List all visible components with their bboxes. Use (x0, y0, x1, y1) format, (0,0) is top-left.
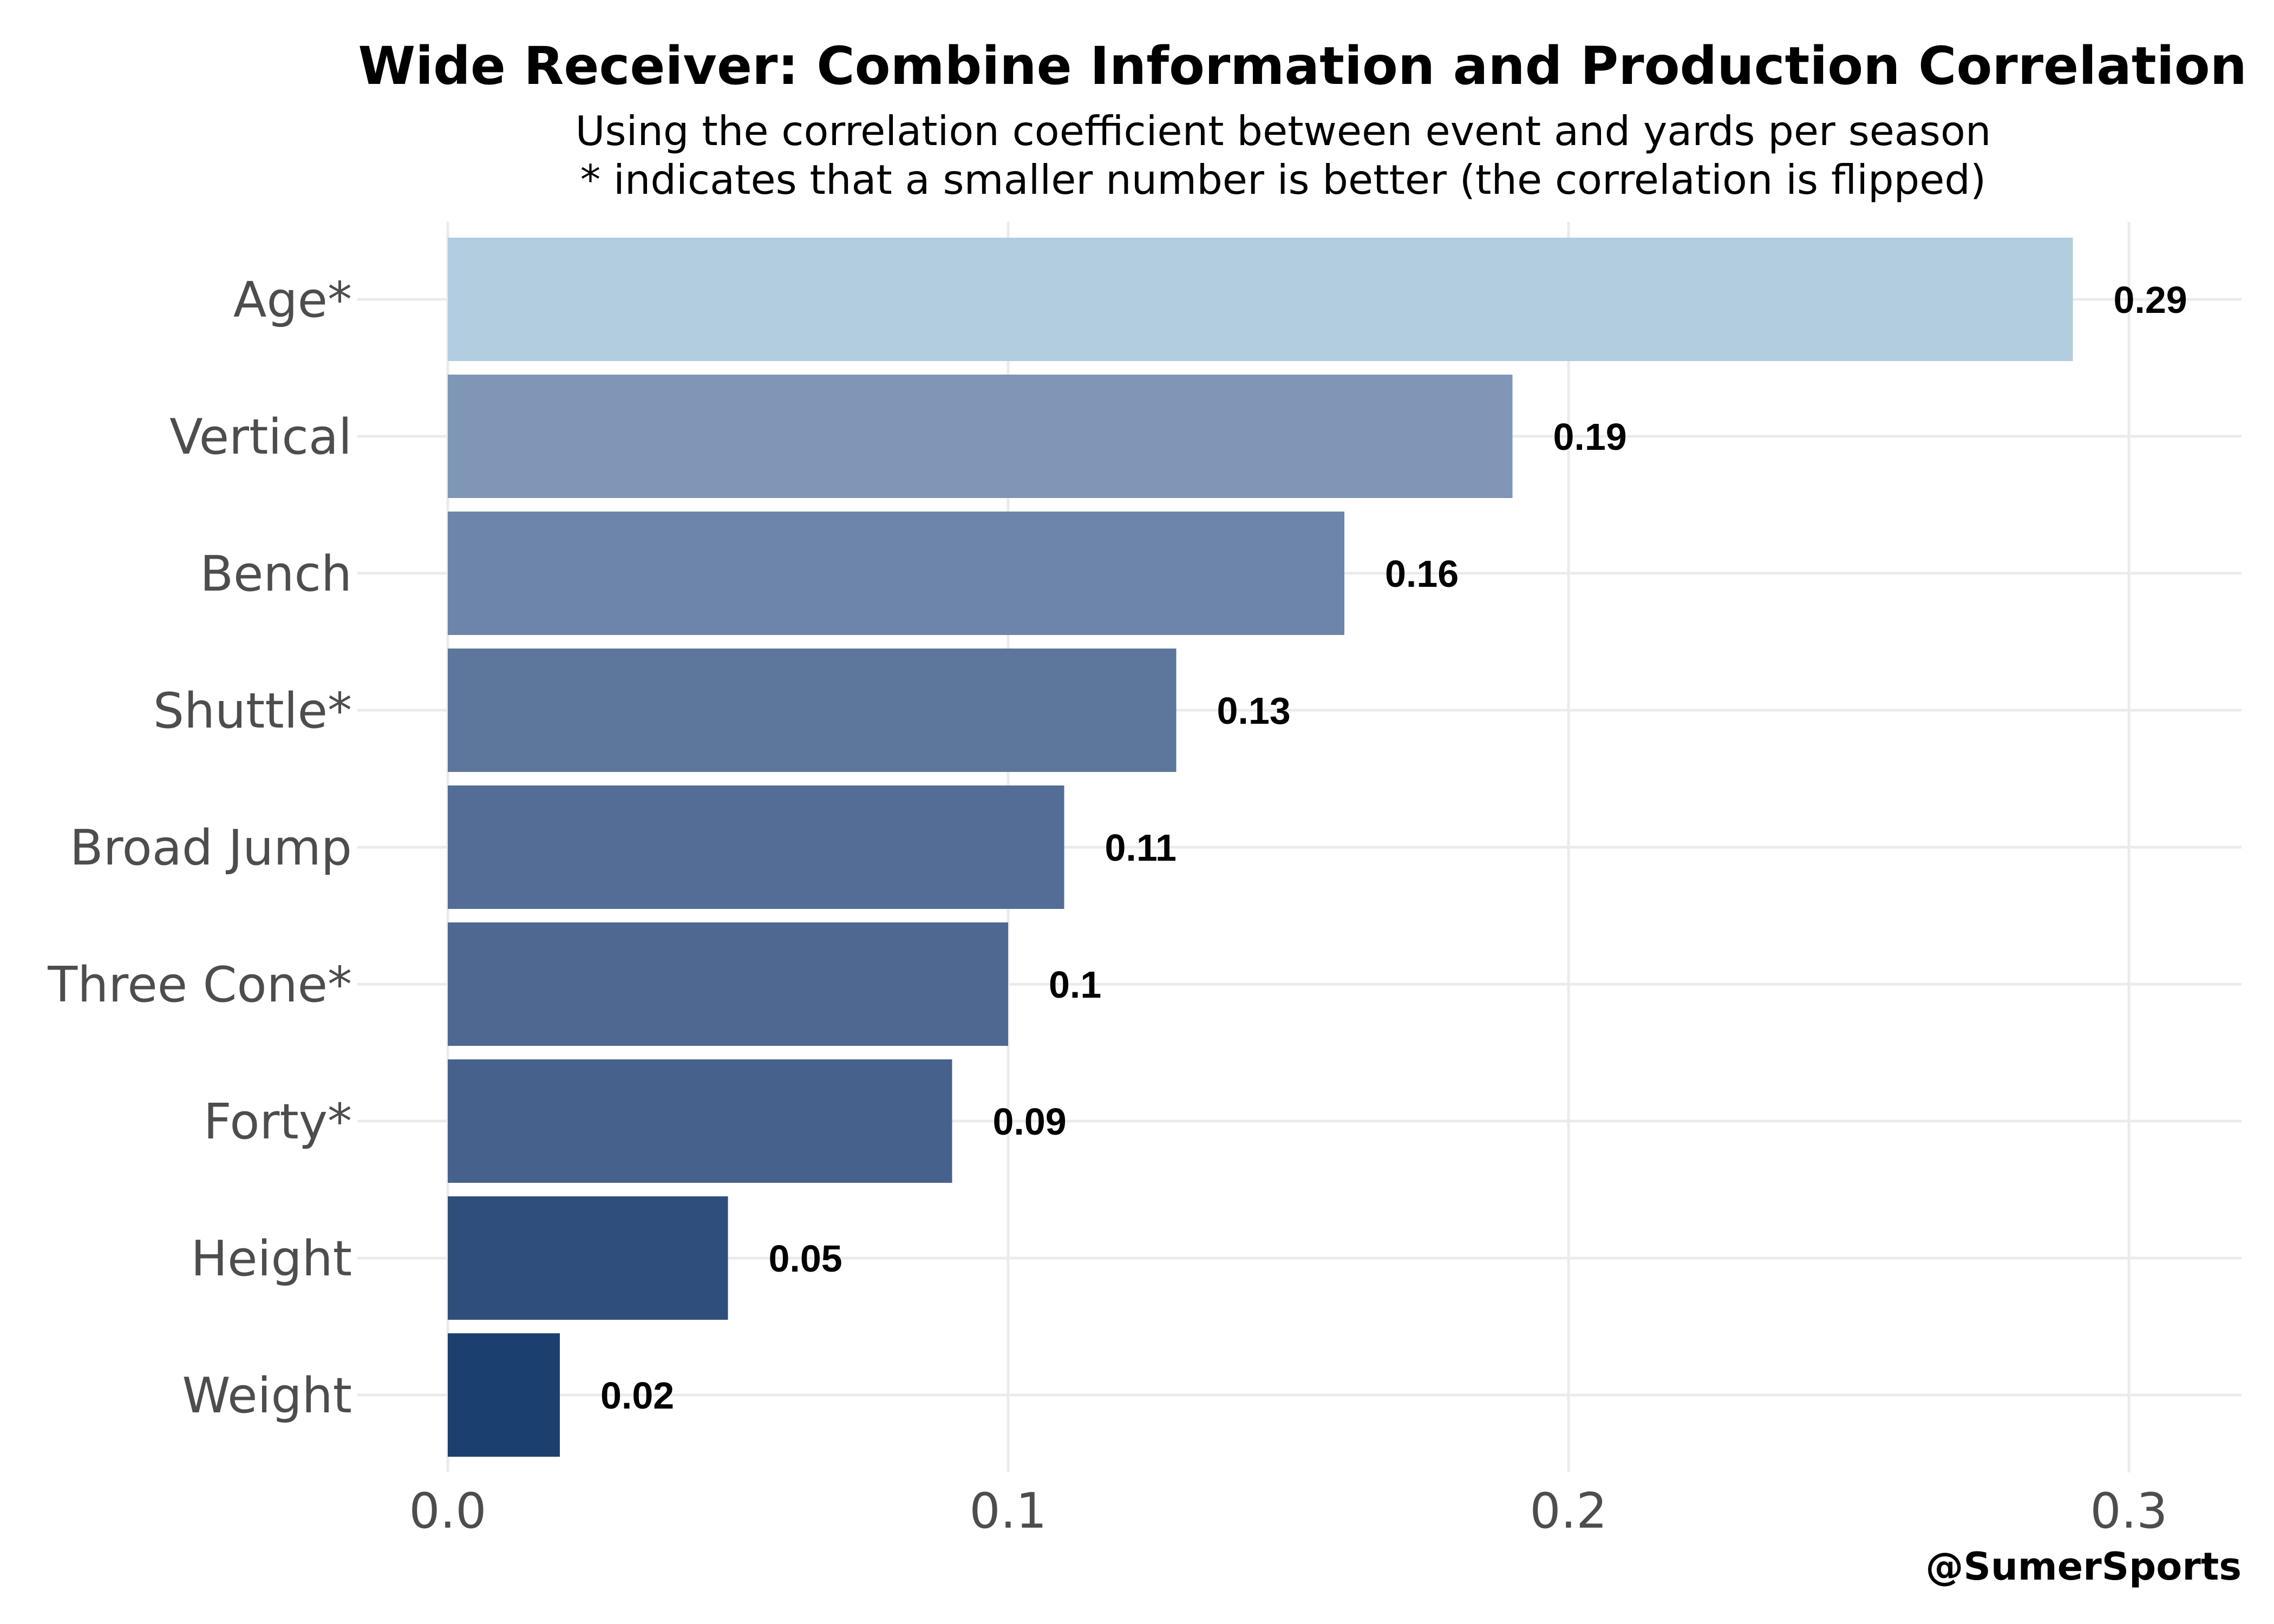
x-tick-label: 0.0 (409, 1483, 486, 1540)
category-label: Vertical (169, 409, 352, 466)
chart-caption: @SumerSports (1926, 1544, 2242, 1589)
bar-value-label: 0.09 (993, 1101, 1067, 1143)
category-label: Age* (233, 272, 352, 329)
bar-value-label: 0.29 (2114, 279, 2187, 321)
category-label: Broad Jump (70, 820, 352, 876)
x-tick-label: 0.2 (1530, 1483, 1607, 1540)
bar (448, 1333, 560, 1457)
category-labels: Age* Vertical Bench Shuttle* Broad Jump Three… (47, 272, 352, 1424)
bar (448, 922, 1008, 1046)
bar (448, 512, 1344, 635)
chart-subtitle-line-1: Using the correlation coefficient betwee… (576, 107, 1991, 155)
bar (448, 785, 1064, 909)
bar (448, 649, 1177, 772)
value-labels: 0.29 0.19 0.16 0.13 0.11 0.1 0.09 0.05 0.02 (600, 279, 2187, 1417)
x-tick-label: 0.3 (2090, 1483, 2167, 1540)
bar-value-label: 0.1 (1049, 964, 1101, 1006)
chart-title: Wide Receiver: Combine Information and P… (358, 36, 2247, 96)
chart-subtitle-line-2: * indicates that a smaller number is bet… (580, 156, 1987, 204)
category-label: Height (191, 1230, 352, 1287)
bar-value-label: 0.19 (1553, 416, 1627, 458)
bars (448, 238, 2073, 1457)
bar (448, 1059, 952, 1183)
bar-value-label: 0.11 (1105, 827, 1177, 869)
category-label: Three Cone* (47, 957, 352, 1013)
bar-value-label: 0.02 (600, 1374, 674, 1417)
x-axis-tick-labels: 0.0 0.1 0.2 0.3 (409, 1483, 2167, 1540)
category-label: Bench (200, 546, 352, 603)
bar-value-label: 0.16 (1385, 553, 1459, 595)
x-tick-label: 0.1 (969, 1483, 1047, 1540)
bar-value-label: 0.13 (1217, 690, 1291, 732)
bar (448, 238, 2073, 361)
bar-value-label: 0.05 (769, 1237, 842, 1280)
category-label: Forty* (204, 1093, 352, 1150)
bar (448, 375, 1513, 498)
bar (448, 1196, 728, 1320)
category-label: Weight (182, 1367, 352, 1424)
category-label: Shuttle* (153, 683, 352, 739)
